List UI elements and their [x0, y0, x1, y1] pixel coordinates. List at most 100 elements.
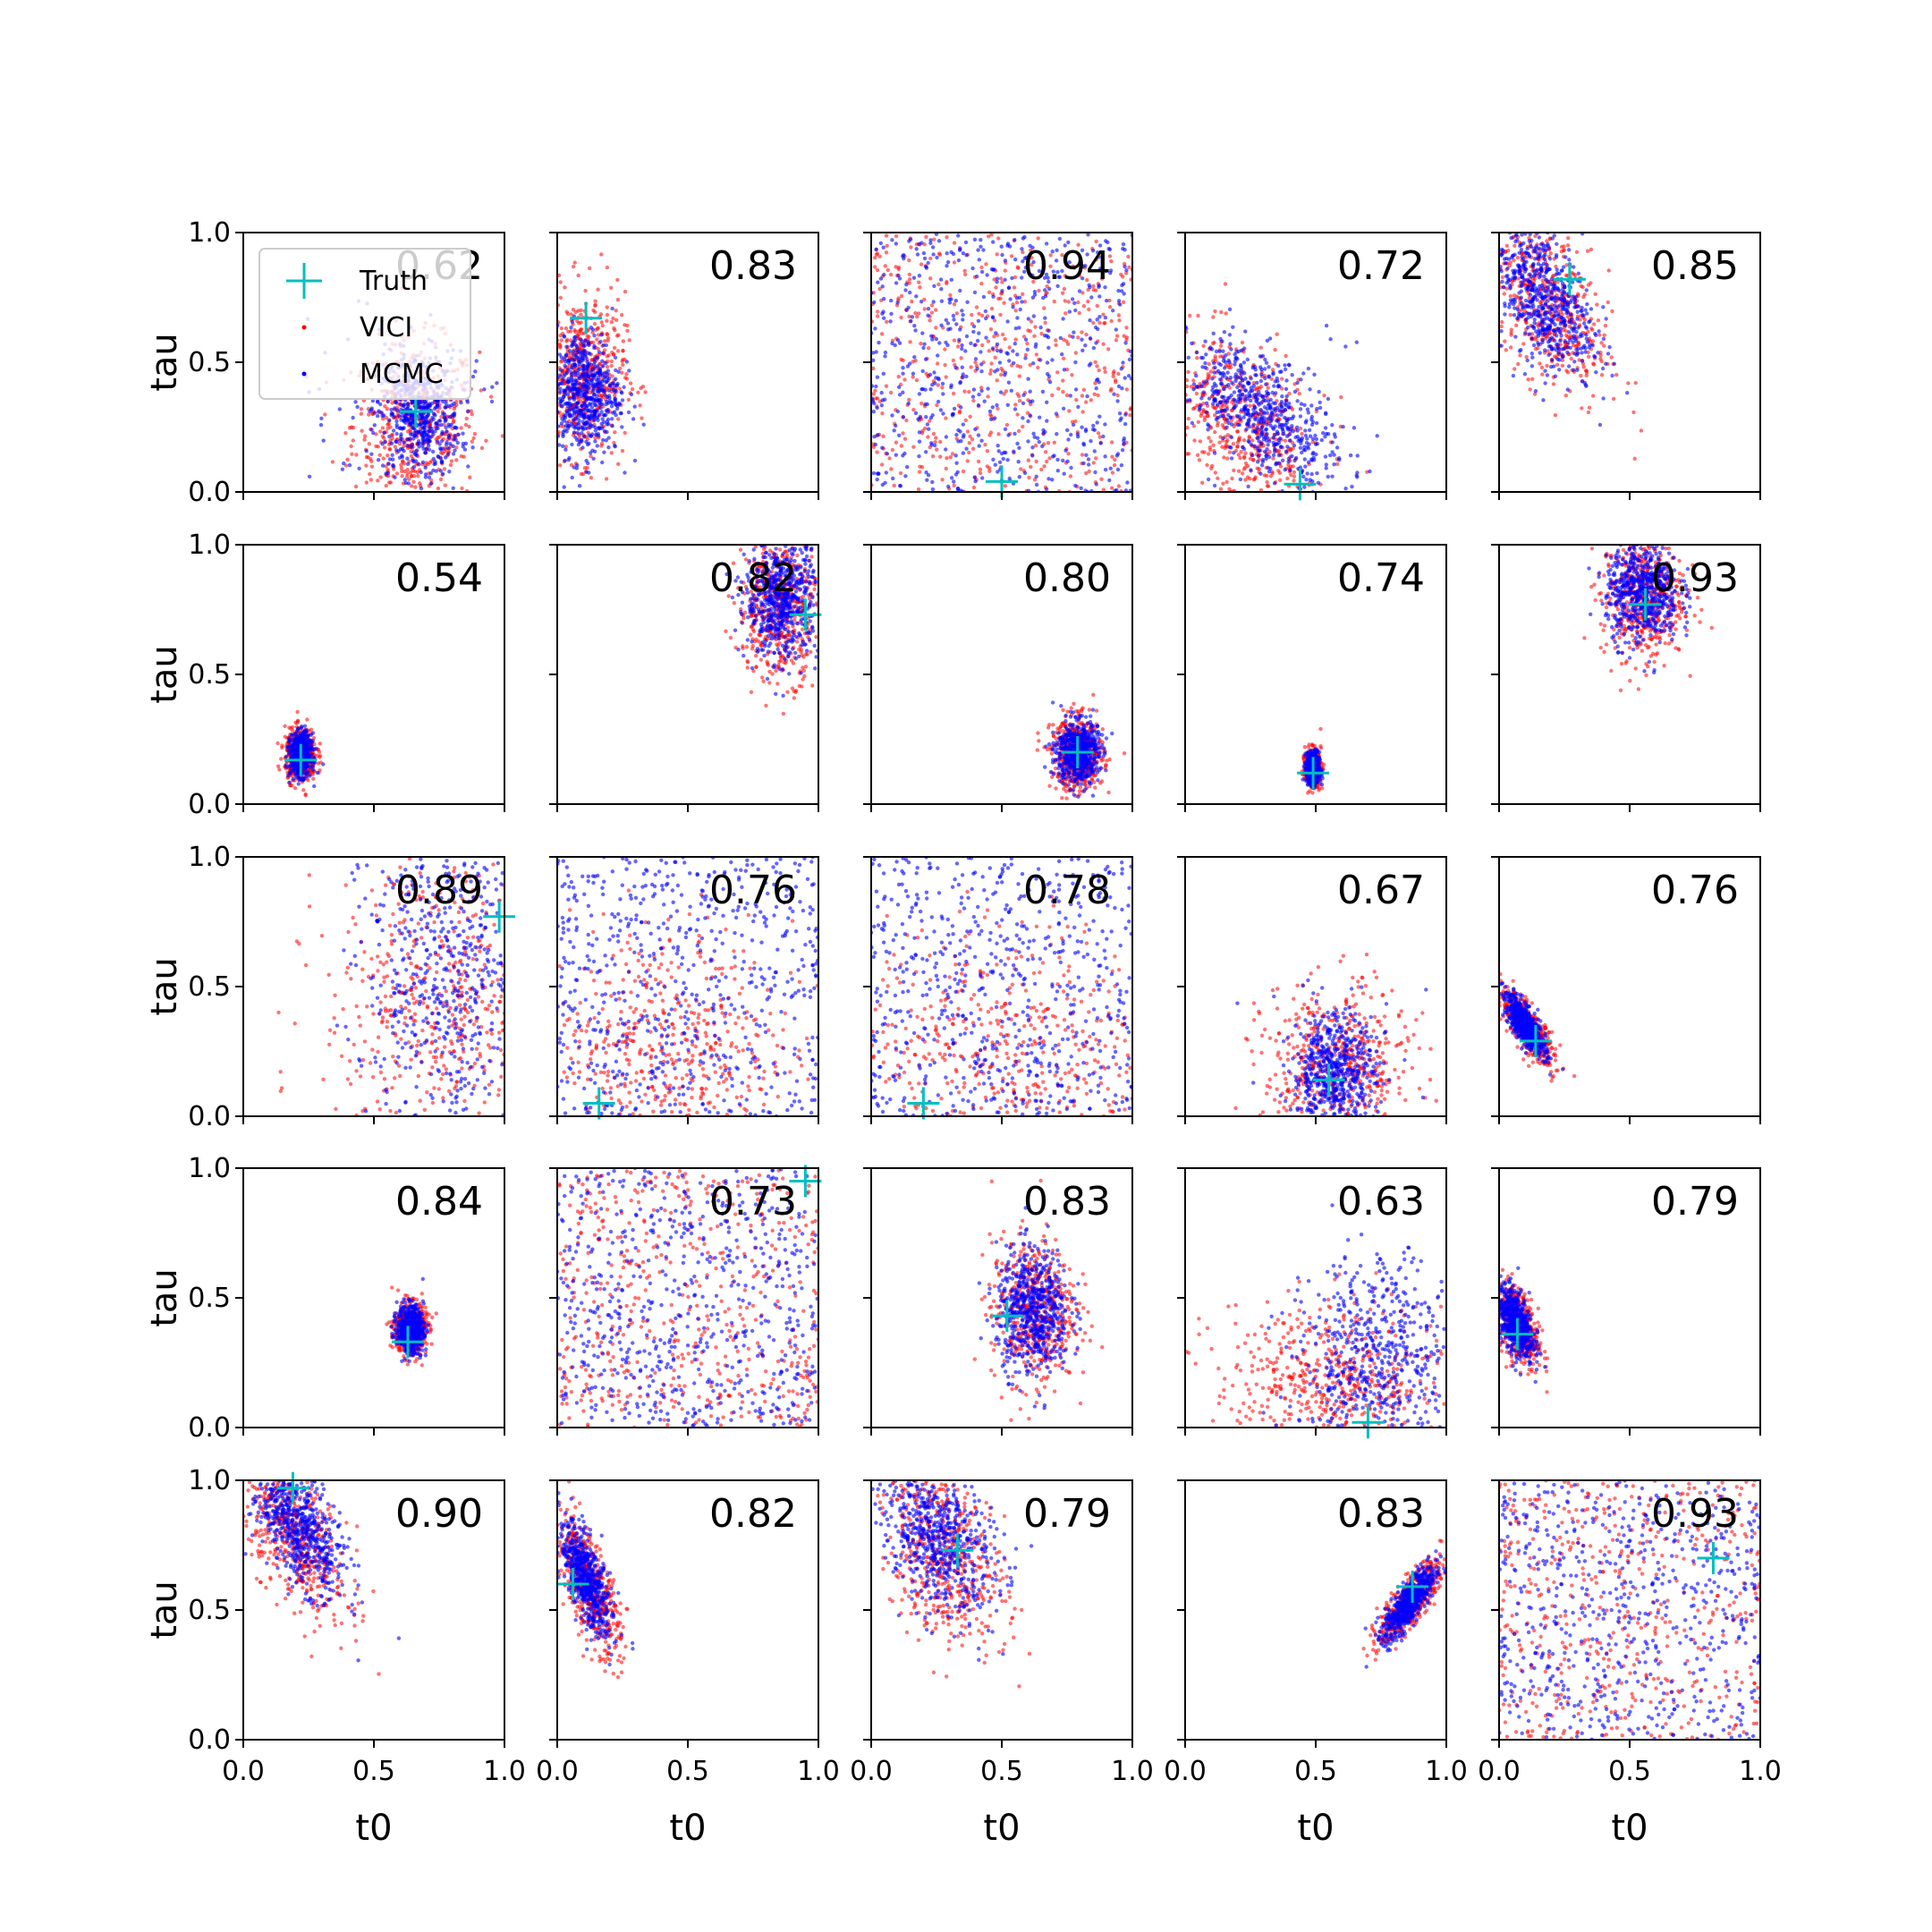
vici-point: [1284, 353, 1288, 359]
vici-point: [1599, 341, 1604, 345]
vici-point: [1101, 487, 1106, 492]
vici-point: [479, 388, 483, 393]
mcmc-point: [1017, 445, 1021, 450]
vici-point: [1109, 440, 1114, 445]
vici-point: [871, 392, 876, 396]
mcmc-point: [1260, 353, 1266, 359]
vici-point: [1061, 356, 1066, 360]
vici-point: [988, 430, 994, 435]
mcmc-point: [574, 381, 579, 386]
mcmc-point: [587, 441, 591, 445]
mcmc-point: [421, 426, 426, 431]
mcmc-point: [902, 451, 907, 456]
mcmc-point: [1077, 289, 1082, 293]
mcmc-point: [881, 245, 886, 250]
mcmc-point: [1299, 377, 1303, 382]
mcmc-point: [563, 388, 567, 393]
mcmc-point: [1210, 402, 1216, 406]
mcmc-point: [444, 401, 448, 406]
mcmc-point: [871, 358, 876, 362]
mcmc-point: [901, 371, 905, 376]
mcmc-point: [604, 438, 608, 443]
mcmc-point: [604, 402, 608, 407]
mcmc-point: [1038, 415, 1042, 419]
mcmc-point: [1513, 335, 1518, 339]
vici-point: [1043, 320, 1047, 325]
mcmc-point: [1021, 416, 1025, 420]
mcmc-point: [1224, 384, 1229, 389]
vici-point: [1045, 459, 1049, 464]
mcmc-point: [382, 413, 386, 418]
vici-point: [1573, 344, 1579, 349]
mcmc-point: [1230, 380, 1234, 386]
mcmc-point: [1267, 439, 1272, 444]
mcmc-point: [1060, 268, 1064, 274]
vici-point: [1037, 288, 1041, 293]
vici-point: [1114, 338, 1119, 343]
mcmc-point: [559, 403, 564, 409]
mcmc-point: [1065, 459, 1070, 463]
vici-point: [992, 277, 996, 282]
vici-point: [1117, 318, 1122, 323]
mcmc-point: [1013, 257, 1018, 262]
vici-point: [1513, 367, 1517, 371]
mcmc-point: [1259, 428, 1264, 432]
mcmc-point: [1585, 301, 1589, 307]
mcmc-point: [597, 368, 602, 372]
vici-point: [384, 464, 388, 469]
vici-point: [989, 306, 995, 311]
vici-point: [1236, 437, 1241, 442]
mcmc-point: [1119, 463, 1124, 468]
vici-point: [1213, 413, 1217, 418]
mcmc-point: [876, 433, 880, 437]
mcmc-point: [1204, 379, 1209, 384]
mcmc-point: [1249, 398, 1253, 403]
mcmc-point: [1093, 470, 1097, 475]
vici-point: [1043, 450, 1048, 454]
mcmc-point: [414, 448, 419, 453]
panel-2: 0.83: [549, 232, 819, 500]
vici-point: [885, 243, 889, 248]
mcmc-point: [874, 384, 878, 389]
mcmc-point: [1046, 477, 1051, 481]
vici-point: [467, 424, 471, 429]
mcmc-point: [990, 405, 996, 410]
vici-point: [965, 459, 970, 463]
mcmc-point: [387, 457, 393, 462]
mcmc-point: [1120, 289, 1124, 293]
mcmc-point: [614, 377, 618, 381]
mcmc-point: [936, 353, 940, 358]
mcmc-point: [872, 300, 877, 305]
vici-point: [397, 442, 402, 446]
mcmc-point: [1023, 356, 1028, 360]
mcmc-point: [1042, 334, 1047, 338]
mcmc-point: [1032, 290, 1038, 294]
mcmc-point: [436, 426, 440, 431]
vici-point: [399, 466, 404, 470]
vici-point: [928, 419, 932, 423]
mcmc-point: [1103, 467, 1108, 472]
mcmc-point: [930, 245, 936, 250]
vici-point: [616, 417, 621, 421]
mcmc-point: [878, 276, 884, 281]
vici-point: [1213, 406, 1218, 411]
mcmc-point: [1122, 436, 1127, 441]
scatter-points: [1499, 233, 1644, 461]
mcmc-point: [417, 422, 422, 427]
vici-point: [884, 250, 889, 255]
mcmc-point: [1284, 434, 1290, 438]
mcmc-point: [901, 415, 905, 419]
vici-point: [1606, 268, 1611, 273]
mcmc-point: [441, 411, 445, 416]
mcmc-point: [953, 299, 959, 303]
mcmc-point: [1101, 434, 1106, 439]
mcmc-point: [1312, 372, 1317, 377]
vici-point: [945, 279, 949, 284]
mcmc-point: [924, 470, 928, 475]
mcmc-point: [1241, 407, 1247, 411]
vici-point: [1127, 265, 1131, 269]
vici-point: [1586, 329, 1590, 334]
mcmc-point: [1314, 420, 1319, 426]
mcmc-point: [1080, 248, 1085, 252]
mcmc-point: [1224, 418, 1230, 422]
